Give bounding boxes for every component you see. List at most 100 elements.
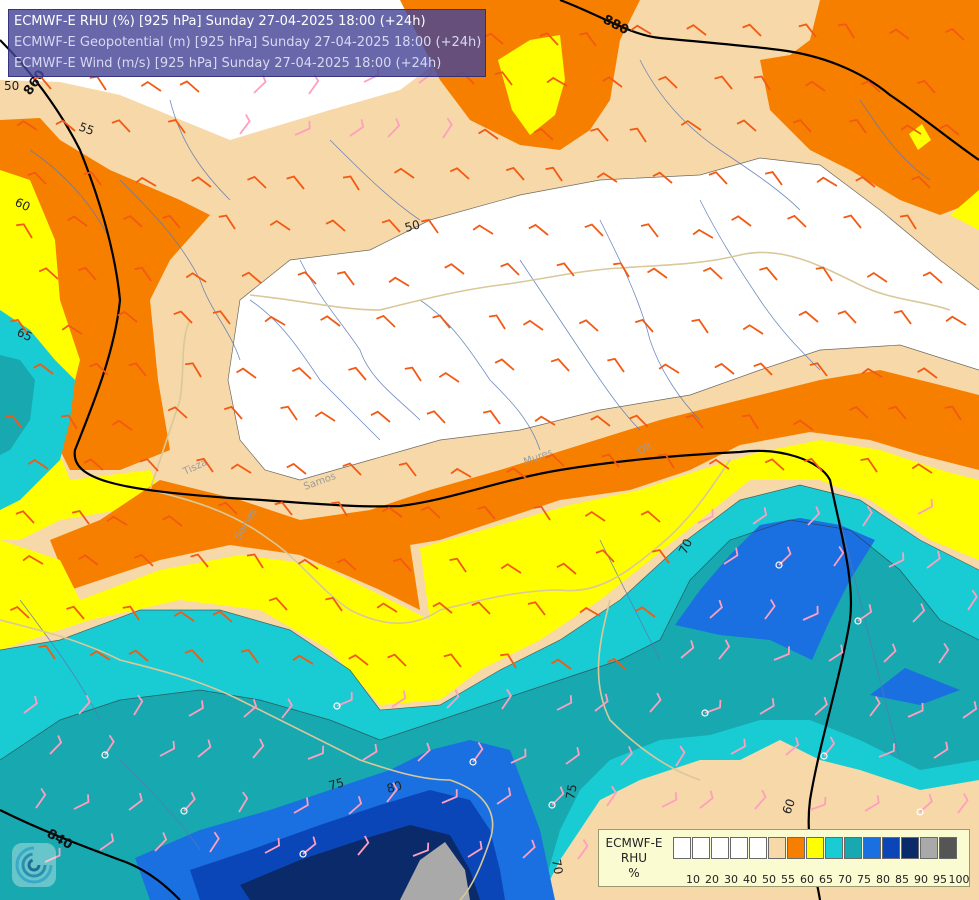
legend-swatch	[939, 837, 957, 859]
wind-barb	[140, 80, 162, 92]
wind-barb	[238, 791, 249, 813]
wind-barb	[889, 28, 910, 40]
wind-barb	[471, 601, 491, 615]
wind-barb	[533, 505, 551, 521]
wind-barb	[962, 701, 978, 719]
wind-barb	[926, 550, 941, 569]
wind-barb	[787, 214, 807, 228]
wind-barb	[122, 605, 140, 621]
legend-tick-label: 55	[781, 873, 795, 886]
wind-barb	[629, 414, 649, 428]
wind-barb	[128, 792, 143, 811]
wind-barb	[349, 119, 365, 137]
legend-swatch	[787, 837, 805, 859]
wind-barb	[899, 214, 917, 230]
legend-title: ECMWF-E RHU %	[605, 836, 663, 881]
wind-barb	[15, 510, 35, 524]
wind-barb	[577, 839, 589, 860]
wind-barb	[556, 262, 575, 277]
wind-barb	[860, 457, 878, 473]
wind-barb	[60, 414, 78, 430]
wind-barb	[731, 215, 752, 227]
wind-barb	[718, 639, 731, 660]
geopotential-title: ECMWF-E Geopotential (m) [925 hPa] Sunda…	[14, 35, 482, 50]
wind-barb	[785, 737, 800, 756]
wind-barb	[945, 315, 967, 326]
wind-barb	[594, 693, 609, 712]
wind-barb	[472, 224, 494, 235]
wind-barb	[22, 554, 44, 565]
wind-barb	[449, 167, 470, 180]
wind-barb	[651, 549, 670, 564]
wind-barb	[67, 215, 88, 227]
wind-barb	[438, 371, 460, 383]
legend-tick-label: 85	[895, 873, 909, 886]
wind-barb	[916, 79, 936, 94]
ecmwf-swirl-icon	[12, 843, 56, 887]
wind-barb	[634, 318, 654, 333]
wind-barb	[89, 362, 109, 376]
wind-barb	[938, 642, 950, 664]
wind-barb	[376, 314, 396, 328]
wind-barb	[607, 357, 625, 373]
legend-swatch	[749, 837, 767, 859]
wind-barb	[933, 741, 949, 759]
wind-barb	[742, 23, 762, 37]
wind-barb	[134, 266, 152, 282]
wind-barb	[162, 214, 181, 229]
legend-tick-label: 80	[876, 873, 890, 886]
wind-barb	[967, 589, 978, 611]
rhu-label: 75	[327, 775, 345, 792]
wind-barb	[302, 836, 317, 855]
wind-barb	[241, 271, 262, 284]
calm-wind-marker	[299, 850, 307, 858]
wind-barb	[342, 175, 360, 191]
calm-wind-marker	[333, 702, 341, 710]
wind-barb	[917, 367, 938, 379]
wind-barb	[595, 549, 615, 563]
wind-barb	[606, 785, 618, 807]
rhu-label: 70	[676, 537, 695, 557]
wind-barb	[857, 604, 873, 622]
wind-barb	[398, 462, 417, 477]
wind-barb	[661, 792, 678, 808]
wind-barb	[314, 411, 336, 422]
wind-barb	[376, 602, 398, 613]
wind-barb	[336, 271, 355, 286]
wind-barb	[590, 127, 609, 142]
wind-barb	[432, 314, 451, 329]
rhu-label: 75	[563, 783, 579, 800]
wind-barb	[183, 791, 196, 812]
rhu-label: 60	[780, 797, 798, 816]
wind-barb	[218, 214, 236, 230]
wind-barb	[443, 653, 462, 668]
wind-barb	[809, 362, 828, 377]
wind-barb	[714, 362, 735, 375]
legend-title-line: RHU	[620, 851, 648, 865]
wind-barb	[545, 166, 563, 182]
wind-barb	[44, 847, 61, 863]
wind-barb	[635, 606, 656, 618]
wind-barb	[912, 603, 926, 623]
wind-barb	[742, 324, 764, 335]
rhu-label: 50	[4, 79, 19, 93]
wind-barb	[793, 419, 814, 431]
wind-barb	[640, 223, 659, 238]
wind-barb	[939, 123, 960, 136]
wind-barb	[911, 175, 931, 189]
wind-barb	[900, 124, 922, 135]
rhu-label: 70	[549, 858, 565, 875]
wind-barb	[843, 214, 862, 229]
wind-barb	[16, 120, 38, 131]
wind-barb	[828, 644, 844, 662]
wind-barb	[173, 310, 193, 324]
wind-barb	[754, 789, 767, 810]
wind-barb	[357, 835, 370, 856]
legend-swatch	[863, 837, 881, 859]
wind-barb	[173, 610, 195, 622]
wind-barb	[348, 366, 367, 381]
wind-barb	[133, 694, 144, 716]
wind-barb	[869, 696, 881, 717]
wind-barb	[167, 119, 186, 134]
wind-barb	[83, 458, 104, 471]
